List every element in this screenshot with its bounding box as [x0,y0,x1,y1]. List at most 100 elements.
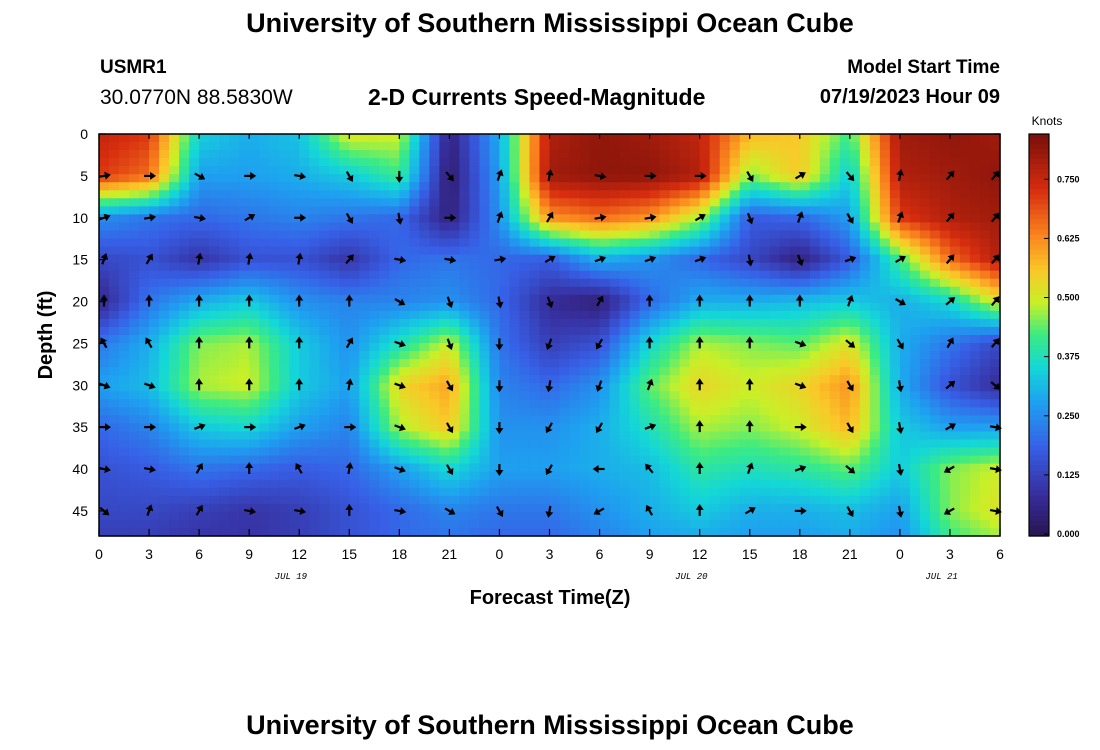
heatmap-cell [459,431,471,441]
heatmap-cell [959,447,971,457]
heatmap-cell [519,407,531,416]
heatmap-cell [809,254,821,264]
heatmap-cell [769,182,781,191]
heatmap-cell [319,479,330,489]
heatmap-cell [909,238,921,248]
heatmap-cell [489,487,501,497]
heatmap-cell [599,166,611,175]
heatmap-cell [399,407,410,416]
heatmap-cell [99,142,110,151]
heatmap-cell [509,479,521,489]
heatmap-cell [779,326,791,336]
heatmap-cell [649,439,661,449]
heatmap-cell [899,367,911,376]
heatmap-cell [499,463,511,473]
heatmap-cell [139,222,150,232]
heatmap-cell [489,415,501,425]
heatmap-cell [289,375,300,384]
heatmap-cell [379,254,390,264]
heatmap-cell [729,495,741,505]
heatmap-cell [919,278,931,288]
heatmap-cell [709,310,721,320]
heatmap-cell [179,503,190,513]
heatmap-cell [629,230,641,240]
heatmap-cell [629,519,641,529]
heatmap-cell [209,359,220,368]
heatmap-cell [379,447,390,457]
heatmap-cell [969,318,981,328]
current-arrow [695,503,704,516]
heatmap-cell [799,527,811,537]
colorbar-segment [1029,189,1049,195]
heatmap-cell [289,351,300,360]
heatmap-cell [619,302,631,312]
heatmap-cell [619,391,631,400]
heatmap-cell [949,214,961,224]
heatmap-cell [229,262,240,272]
heatmap-cell [829,198,841,207]
heatmap-cell [329,238,340,248]
heatmap-cell [429,198,440,207]
colorbar-segment [1029,530,1049,537]
heatmap-cell [469,302,481,312]
heatmap-cell [239,190,250,199]
heatmap-cell [749,254,761,264]
heatmap-cell [979,351,991,360]
heatmap-cell [989,367,1001,376]
heatmap-cell [579,463,591,473]
heatmap-cell [349,302,360,312]
heatmap-cell [749,166,761,175]
heatmap-cell [719,262,731,272]
heatmap-cell [119,527,130,537]
heatmap-cell [519,134,531,143]
heatmap-cell [919,439,931,449]
heatmap-cell [799,407,811,416]
heatmap-cell [939,447,951,457]
heatmap-cell [689,206,701,215]
heatmap-cell [429,254,440,264]
heatmap-cell [849,527,861,537]
heatmap-cell [139,335,150,344]
heatmap-cell [249,487,260,497]
heatmap-cell [409,399,420,408]
heatmap-cell [539,519,551,529]
heatmap-cell [189,463,200,473]
heatmap-cell [539,294,551,304]
heatmap-cell [929,527,941,537]
heatmap-cell [669,262,681,272]
heatmap-cell [329,391,340,400]
heatmap-cell [129,158,140,167]
heatmap-cell [259,495,270,505]
heatmap-cell [699,487,711,497]
heatmap-cell [449,503,460,513]
heatmap-cell [179,214,190,224]
heatmap-cell [939,214,951,224]
heatmap-cell [549,286,561,296]
heatmap-cell [189,262,200,272]
heatmap-cell [669,375,681,384]
heatmap-cell [729,383,741,392]
heatmap-cell [509,246,521,256]
heatmap-cell [709,174,721,183]
heatmap-cell [109,174,120,183]
heatmap-cell [329,206,340,215]
heatmap-cell [259,431,270,441]
heatmap-cell [349,479,360,489]
heatmap-cell [299,222,310,232]
heatmap-cell [779,335,791,344]
heatmap-cell [339,262,350,272]
heatmap-cell [789,150,801,159]
heatmap-cell [109,270,120,280]
heatmap-cell [409,391,420,400]
current-arrow [896,169,905,182]
heatmap-cell [369,343,380,352]
heatmap-cell [959,463,971,473]
heatmap-cell [479,487,491,497]
heatmap-cell [209,246,220,256]
heatmap-cell [269,182,280,191]
heatmap-cell [419,423,430,433]
heatmap-cell [189,367,200,376]
heatmap-cell [379,351,390,360]
heatmap-cell [969,286,981,296]
heatmap-cell [619,351,631,360]
